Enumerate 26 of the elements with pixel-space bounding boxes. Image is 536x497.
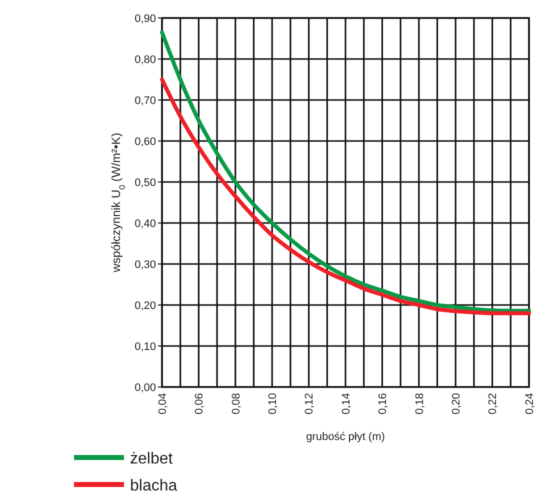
y-tick-label: 0,20: [134, 300, 156, 312]
x-tick-label: 0,12: [304, 393, 316, 414]
line-series: [160, 30, 531, 313]
y-tick-label: 0,50: [134, 176, 156, 189]
y-tick-label: 0,30: [134, 258, 156, 271]
line-series: [160, 78, 531, 316]
y-tick-label: 0,90: [134, 12, 156, 25]
legend-label: blacha: [130, 478, 178, 495]
x-tick-label: 0,24: [524, 393, 536, 414]
y-tick-label: 0,00: [134, 382, 156, 394]
x-tick-label: 0,10: [266, 393, 279, 414]
legend-label: żelbet: [130, 450, 174, 468]
x-tick-label: 0,08: [230, 393, 242, 414]
x-tick-label: 0,18: [414, 393, 426, 414]
x-tick-label: 0,04: [156, 393, 169, 414]
x-axis-title: grubość płyt (m): [306, 431, 385, 443]
x-tick-label: 0,06: [194, 393, 206, 414]
y-tick-label: 0,80: [134, 54, 156, 66]
x-tick-label: 0,20: [450, 393, 462, 414]
x-tick-label: 0,16: [377, 393, 390, 414]
y-tick-label: 0,10: [134, 340, 156, 353]
y-tick-label: 0,60: [134, 136, 156, 148]
x-tick-label: 0,22: [487, 393, 500, 414]
y-tick-label: 0,40: [134, 218, 156, 230]
x-tick-label: 0,14: [340, 393, 352, 414]
y-tick-label: 0,70: [134, 94, 156, 107]
